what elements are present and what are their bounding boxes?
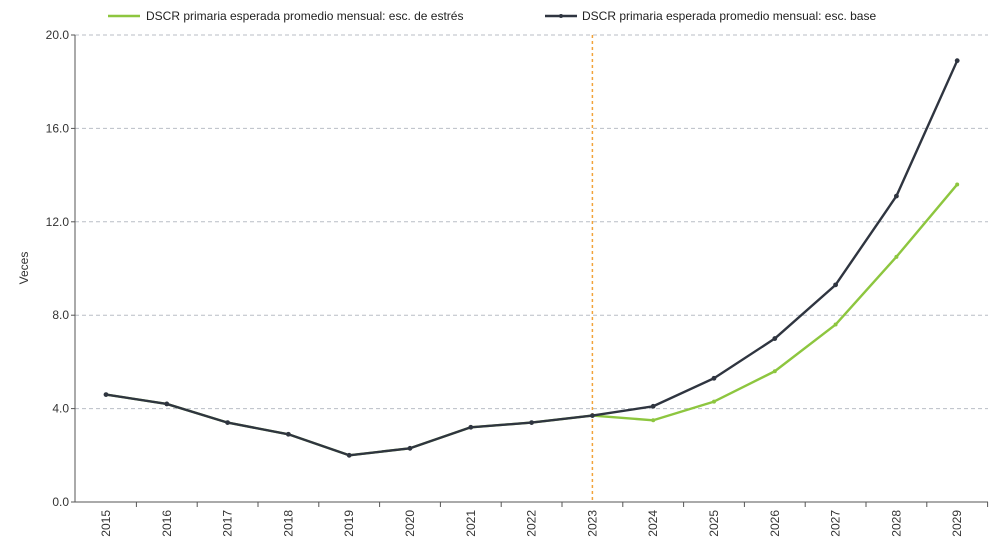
point-base-2025 [711, 375, 717, 381]
point-base-2020 [407, 445, 413, 451]
y-tick-label-4: 16.0 [46, 121, 70, 135]
x-tick-label-2021: 2021 [464, 510, 478, 537]
point-base-2021 [468, 424, 474, 430]
x-tick-label-2016: 2016 [160, 510, 174, 537]
x-tick-label-2020: 2020 [403, 510, 417, 537]
point-base-2024 [650, 403, 656, 409]
series-line-stress [105, 183, 959, 457]
point-stress-2027 [833, 322, 838, 327]
legend-marker-base [559, 14, 563, 18]
point-base-2028 [894, 193, 899, 199]
y-tick-label-0: 0.0 [52, 495, 69, 509]
point-base-2015 [103, 392, 109, 397]
point-stress-2025 [712, 399, 716, 404]
point-base-2019 [346, 452, 352, 458]
legend-label-stress: DSCR primaria esperada promedio mensual:… [146, 9, 463, 23]
x-tick-label-2027: 2027 [829, 510, 843, 537]
y-tick-label-2: 8.0 [52, 308, 69, 322]
point-base-2022 [529, 420, 534, 426]
point-stress-2029 [955, 182, 960, 187]
x-tick-label-2029: 2029 [950, 510, 964, 537]
x-tick-label-2024: 2024 [646, 510, 660, 537]
x-tick-label-2019: 2019 [342, 510, 356, 537]
series-lines [103, 58, 960, 458]
y-tick-label-1: 4.0 [52, 402, 69, 416]
series-line-base [105, 60, 959, 457]
legend-item-stress: DSCR primaria esperada promedio mensual:… [108, 9, 463, 23]
y-axis-title: Veces [17, 252, 31, 285]
point-base-2016 [164, 401, 170, 407]
x-tick-label-2022: 2022 [525, 510, 539, 537]
x-tick-label-2018: 2018 [281, 510, 295, 537]
legend: DSCR primaria esperada promedio mensual:… [108, 9, 876, 23]
point-base-2029 [954, 58, 960, 64]
x-tick-labels: 2015 2016 2017 2018 2019 2020 2021 2022 2023 2024… [99, 510, 964, 537]
x-tick-label-2017: 2017 [221, 510, 235, 537]
point-stress-2028 [894, 254, 899, 259]
y-tick-label-3: 12.0 [46, 215, 70, 229]
y-tick-labels: 0.0 4.0 8.0 12.0 16.0 20.0 [46, 28, 70, 509]
y-tick-label-5: 20.0 [46, 28, 70, 42]
x-tick-label-2026: 2026 [768, 510, 782, 537]
x-tick-label-2028: 2028 [889, 510, 903, 537]
gridlines [75, 34, 988, 410]
point-stress-2024 [651, 418, 656, 423]
legend-item-base: DSCR primaria esperada promedio mensual:… [545, 9, 876, 23]
point-base-2023 [590, 413, 595, 419]
point-base-2026 [772, 336, 778, 341]
legend-label-base: DSCR primaria esperada promedio mensual:… [582, 9, 876, 23]
point-base-2027 [833, 282, 838, 288]
point-base-2017 [225, 420, 231, 426]
point-stress-2026 [772, 369, 777, 374]
axes [71, 34, 989, 507]
x-tick-label-2015: 2015 [99, 510, 113, 537]
x-tick-label-2023: 2023 [585, 510, 599, 537]
x-tick-label-2025: 2025 [707, 510, 721, 537]
point-base-2018 [286, 431, 291, 437]
